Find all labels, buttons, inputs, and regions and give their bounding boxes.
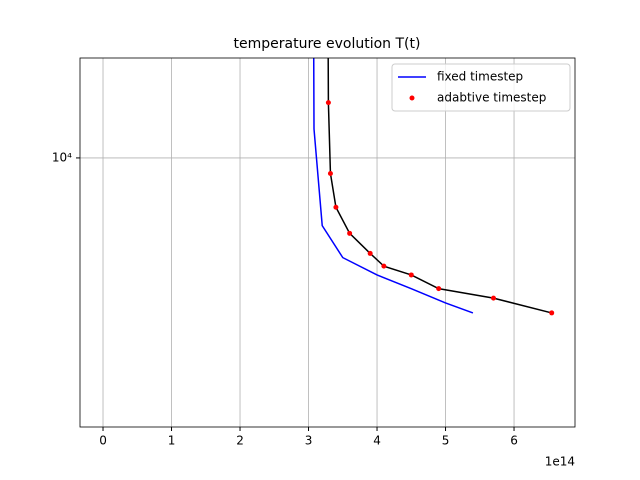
legend-label: fixed timestep <box>437 70 523 84</box>
data-point <box>549 310 555 316</box>
x-tick-label: 5 <box>442 434 450 448</box>
x-tick-label: 2 <box>236 434 244 448</box>
plot-area <box>312 58 555 316</box>
legend-box <box>391 63 571 112</box>
data-point <box>347 230 353 236</box>
x-tick-label: 0 <box>99 434 107 448</box>
data-point <box>367 250 373 256</box>
y-tick-label: 10⁴ <box>52 150 72 164</box>
data-point <box>490 295 496 301</box>
series-line <box>312 58 474 314</box>
chart-title: temperature evolution T(t) <box>234 36 421 52</box>
data-point <box>436 286 442 292</box>
data-point <box>327 170 333 176</box>
data-point <box>333 204 339 210</box>
x-tick-label: 4 <box>373 434 381 448</box>
axes-frame <box>79 57 576 428</box>
x-tick-label: 3 <box>305 434 313 448</box>
data-point <box>325 100 331 106</box>
data-point <box>381 263 387 269</box>
series-line <box>327 58 552 314</box>
x-tick-label: 6 <box>510 434 518 448</box>
legend-label: adabtive timestep <box>437 91 546 105</box>
data-point <box>408 272 414 278</box>
x-offset-label: 1e14 <box>545 455 575 469</box>
x-tick-label: 1 <box>168 434 176 448</box>
legend-marker <box>409 95 415 101</box>
